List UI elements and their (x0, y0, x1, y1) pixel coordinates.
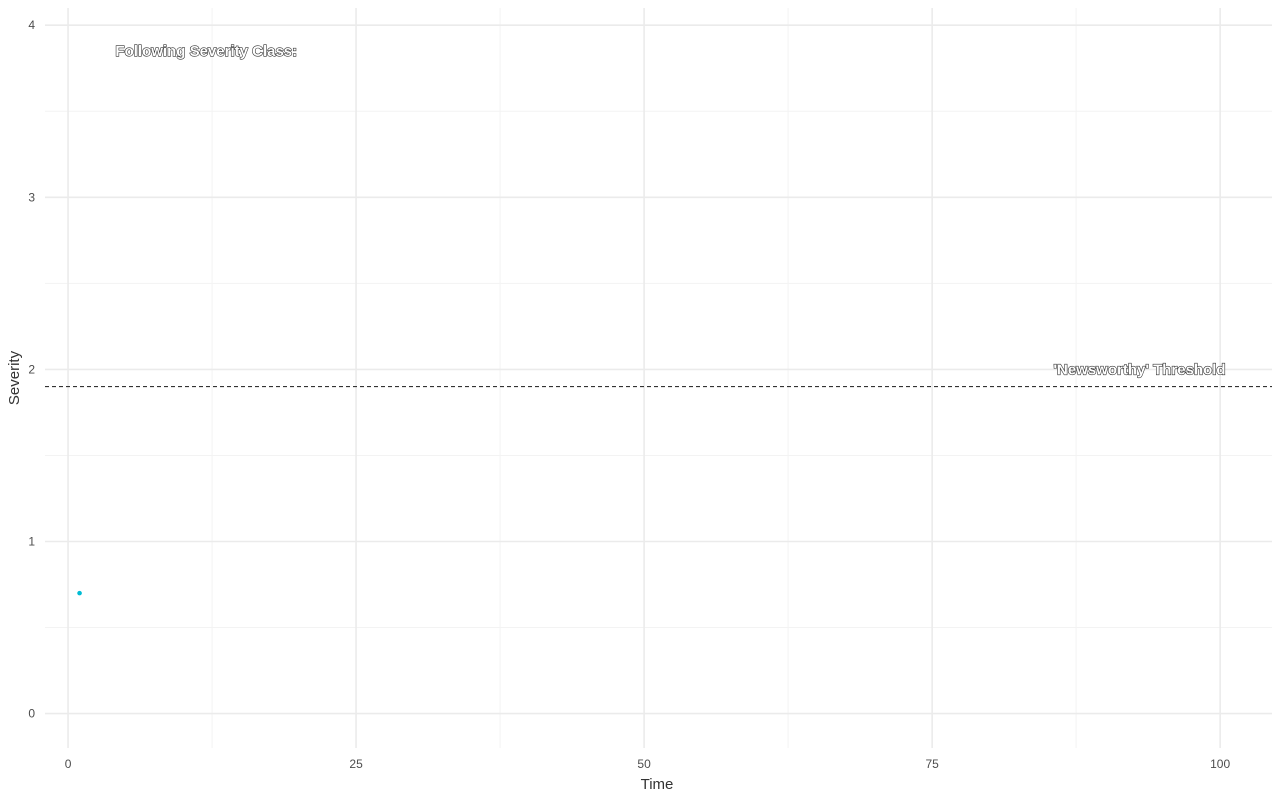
y-axis-title: Severity (6, 350, 23, 405)
annotation-severity-class: Following Severity Class: (115, 43, 297, 60)
x-axis-title: Time (641, 776, 674, 793)
minor-gridlines (45, 8, 1272, 748)
annotations: Following Severity Class: 'Newsworthy' T… (115, 42, 1226, 379)
y-tick-label: 3 (28, 190, 35, 204)
y-tick-label: 0 (28, 707, 35, 721)
points-layer (77, 590, 82, 596)
data-point (77, 590, 82, 596)
x-tick-label: 25 (349, 757, 363, 771)
y-axis-ticks: 0 1 2 3 4 (28, 18, 35, 720)
x-tick-label: 100 (1210, 757, 1230, 771)
x-tick-label: 75 (925, 757, 939, 771)
x-tick-label: 50 (637, 757, 651, 771)
x-tick-label: 0 (65, 757, 72, 771)
annotation-threshold-label: 'Newsworthy' Threshold (1053, 361, 1225, 378)
y-tick-label: 4 (28, 18, 35, 32)
y-tick-label: 1 (28, 534, 35, 548)
major-gridlines (45, 8, 1272, 748)
x-axis-ticks: 0 25 50 75 100 (65, 757, 1231, 771)
y-tick-label: 2 (28, 362, 35, 376)
